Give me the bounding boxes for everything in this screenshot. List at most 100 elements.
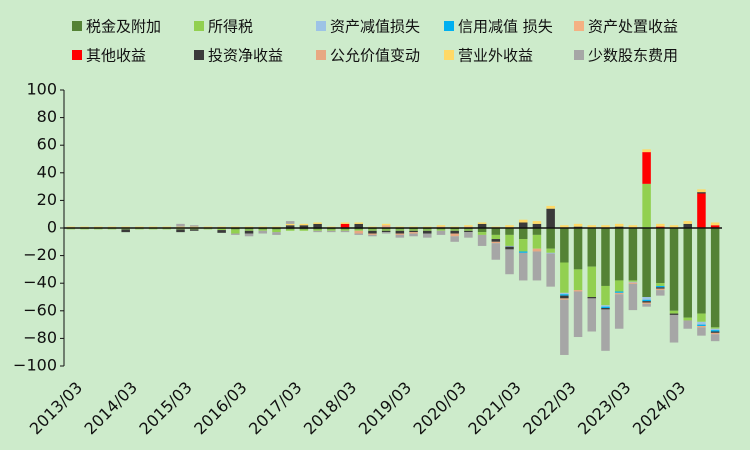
legend-swatch-7 [316, 50, 326, 60]
bar-2020/12-series-9 [491, 243, 501, 260]
bar-2022/12-series-9 [601, 309, 610, 351]
bar-2022/03-series-0 [560, 228, 569, 263]
bar-2017/03-series-1 [285, 229, 295, 231]
x-tick-label-9: 2022/03 [519, 378, 579, 438]
bar-2020/09-series-8 [477, 222, 487, 224]
bar-2019/12-series-8 [436, 225, 446, 227]
bar-2021/12-series-8 [546, 205, 555, 209]
bar-2024/12-series-7 [710, 332, 720, 335]
legend-label-5: 其他收益 [86, 47, 146, 65]
bar-2023/03-series-1 [614, 280, 624, 292]
bar-2022/12-series-1 [601, 285, 610, 306]
x-tick-label-7: 2020/03 [410, 378, 470, 438]
bar-2016/09-series-1 [258, 229, 268, 231]
bar-2023/09-series-1 [642, 183, 651, 228]
bar-2023/09-series-2 [642, 297, 651, 300]
bar-2024/12-series-1 [710, 327, 720, 329]
bar-2018/09-series-7 [368, 233, 377, 235]
x-tick-label-8: 2021/03 [464, 378, 524, 438]
bar-2020/12-series-6 [491, 239, 501, 242]
bar-2014/03-series-6 [121, 229, 130, 233]
bar-2016/09-series-9 [258, 230, 268, 234]
bar-2023/12-series-0 [656, 228, 665, 284]
bar-2023/06-series-0 [628, 228, 638, 281]
bar-2023/03-series-0 [614, 228, 624, 281]
y-tick-label-4: 20 [37, 190, 57, 209]
bar-2019/06-series-1 [409, 229, 418, 231]
y-tick-label-7: −40 [23, 273, 57, 292]
legend-label-9: 少数股东费用 [588, 47, 678, 65]
bar-2018/12-series-6 [381, 230, 391, 233]
bars [66, 149, 720, 355]
bar-2023/03-series-9 [614, 294, 624, 329]
legend-swatch-3 [444, 21, 454, 31]
bar-2022/09-series-8 [587, 225, 597, 228]
bar-2024/09-series-9 [697, 327, 706, 336]
legend-swatch-8 [444, 50, 454, 60]
y-tick-label-10: −100 [13, 356, 57, 375]
bar-2021/12-series-6 [546, 208, 555, 228]
bar-2022/12-series-0 [601, 228, 610, 286]
bar-2018/03-series-8 [340, 222, 350, 224]
bar-2024/12-series-6 [710, 331, 720, 333]
bar-2015/03-series-1 [176, 228, 185, 230]
bar-2023/12-series-7 [656, 288, 665, 291]
bar-2020/09-series-1 [477, 232, 487, 235]
bar-2024/12-series-0 [710, 228, 720, 328]
bar-2018/06-series-1 [354, 229, 363, 231]
bar-2024/09-series-6 [697, 192, 706, 194]
bar-2019/12-series-1 [436, 229, 446, 231]
bar-2024/03-series-6 [669, 313, 679, 315]
bar-2024/12-series-5 [710, 225, 720, 228]
legend-label-7: 公允价值变动 [330, 47, 420, 65]
bar-2013/06-series-1 [80, 228, 89, 230]
bar-2024/06-series-9 [683, 320, 692, 329]
bar-2014/12-series-1 [162, 228, 172, 230]
bar-2016/06-series-1 [244, 229, 254, 231]
bar-2015/03-series-6 [176, 229, 185, 233]
bar-2019/03-series-6 [395, 230, 405, 234]
bar-2021/09-series-7 [532, 248, 542, 252]
x-tick-label-2: 2015/03 [135, 378, 195, 438]
bar-2021/06-series-8 [518, 219, 528, 223]
bar-2021/09-series-0 [532, 228, 542, 235]
bar-2022/09-series-9 [587, 298, 597, 332]
x-tick-label-11: 2024/03 [629, 378, 689, 438]
bar-2024/12-series-2 [710, 328, 720, 331]
bar-2024/03-series-1 [669, 310, 679, 314]
legend-swatch-9 [574, 50, 584, 60]
bar-2013/09-series-1 [94, 228, 103, 230]
legend-swatch-5 [72, 50, 82, 60]
bar-2021/03-series-2 [505, 245, 514, 247]
bar-2019/09-series-1 [423, 229, 432, 231]
bar-2016/03-series-1 [231, 229, 240, 234]
bar-2021/12-series-0 [546, 228, 555, 249]
bar-2018/06-series-7 [354, 230, 363, 234]
bar-2018/09-series-6 [368, 230, 377, 234]
bar-2020/12-series-0 [491, 228, 501, 235]
bar-2023/09-series-6 [642, 301, 651, 303]
bar-2024/12-series-8 [710, 222, 720, 226]
bar-2020/12-series-7 [491, 241, 501, 244]
bar-2020/06-series-1 [464, 229, 473, 231]
bar-2023/03-series-3 [614, 291, 624, 293]
x-tick-label-4: 2017/03 [245, 378, 305, 438]
bar-2022/06-series-7 [573, 290, 583, 292]
bar-2022/09-series-6 [587, 297, 597, 299]
legend-label-6: 投资净收益 [208, 47, 283, 65]
bar-2023/12-series-8 [656, 223, 665, 227]
bar-2022/03-series-3 [560, 294, 569, 296]
bar-2020/09-series-0 [477, 228, 487, 233]
bar-2013/12-series-1 [107, 228, 117, 230]
legend-label-8: 营业外收益 [458, 47, 533, 65]
bar-2022/03-series-6 [560, 295, 569, 299]
bar-2021/12-series-1 [546, 248, 555, 253]
legend-label-0: 税金及附加 [86, 18, 161, 36]
bar-2016/03-series-9 [231, 233, 240, 235]
bar-2017/09-series-8 [313, 222, 322, 224]
x-tick-label-1: 2014/03 [81, 378, 141, 438]
bar-2015/06-series-6 [189, 229, 199, 231]
legend-label-1: 所得税 [208, 18, 253, 36]
